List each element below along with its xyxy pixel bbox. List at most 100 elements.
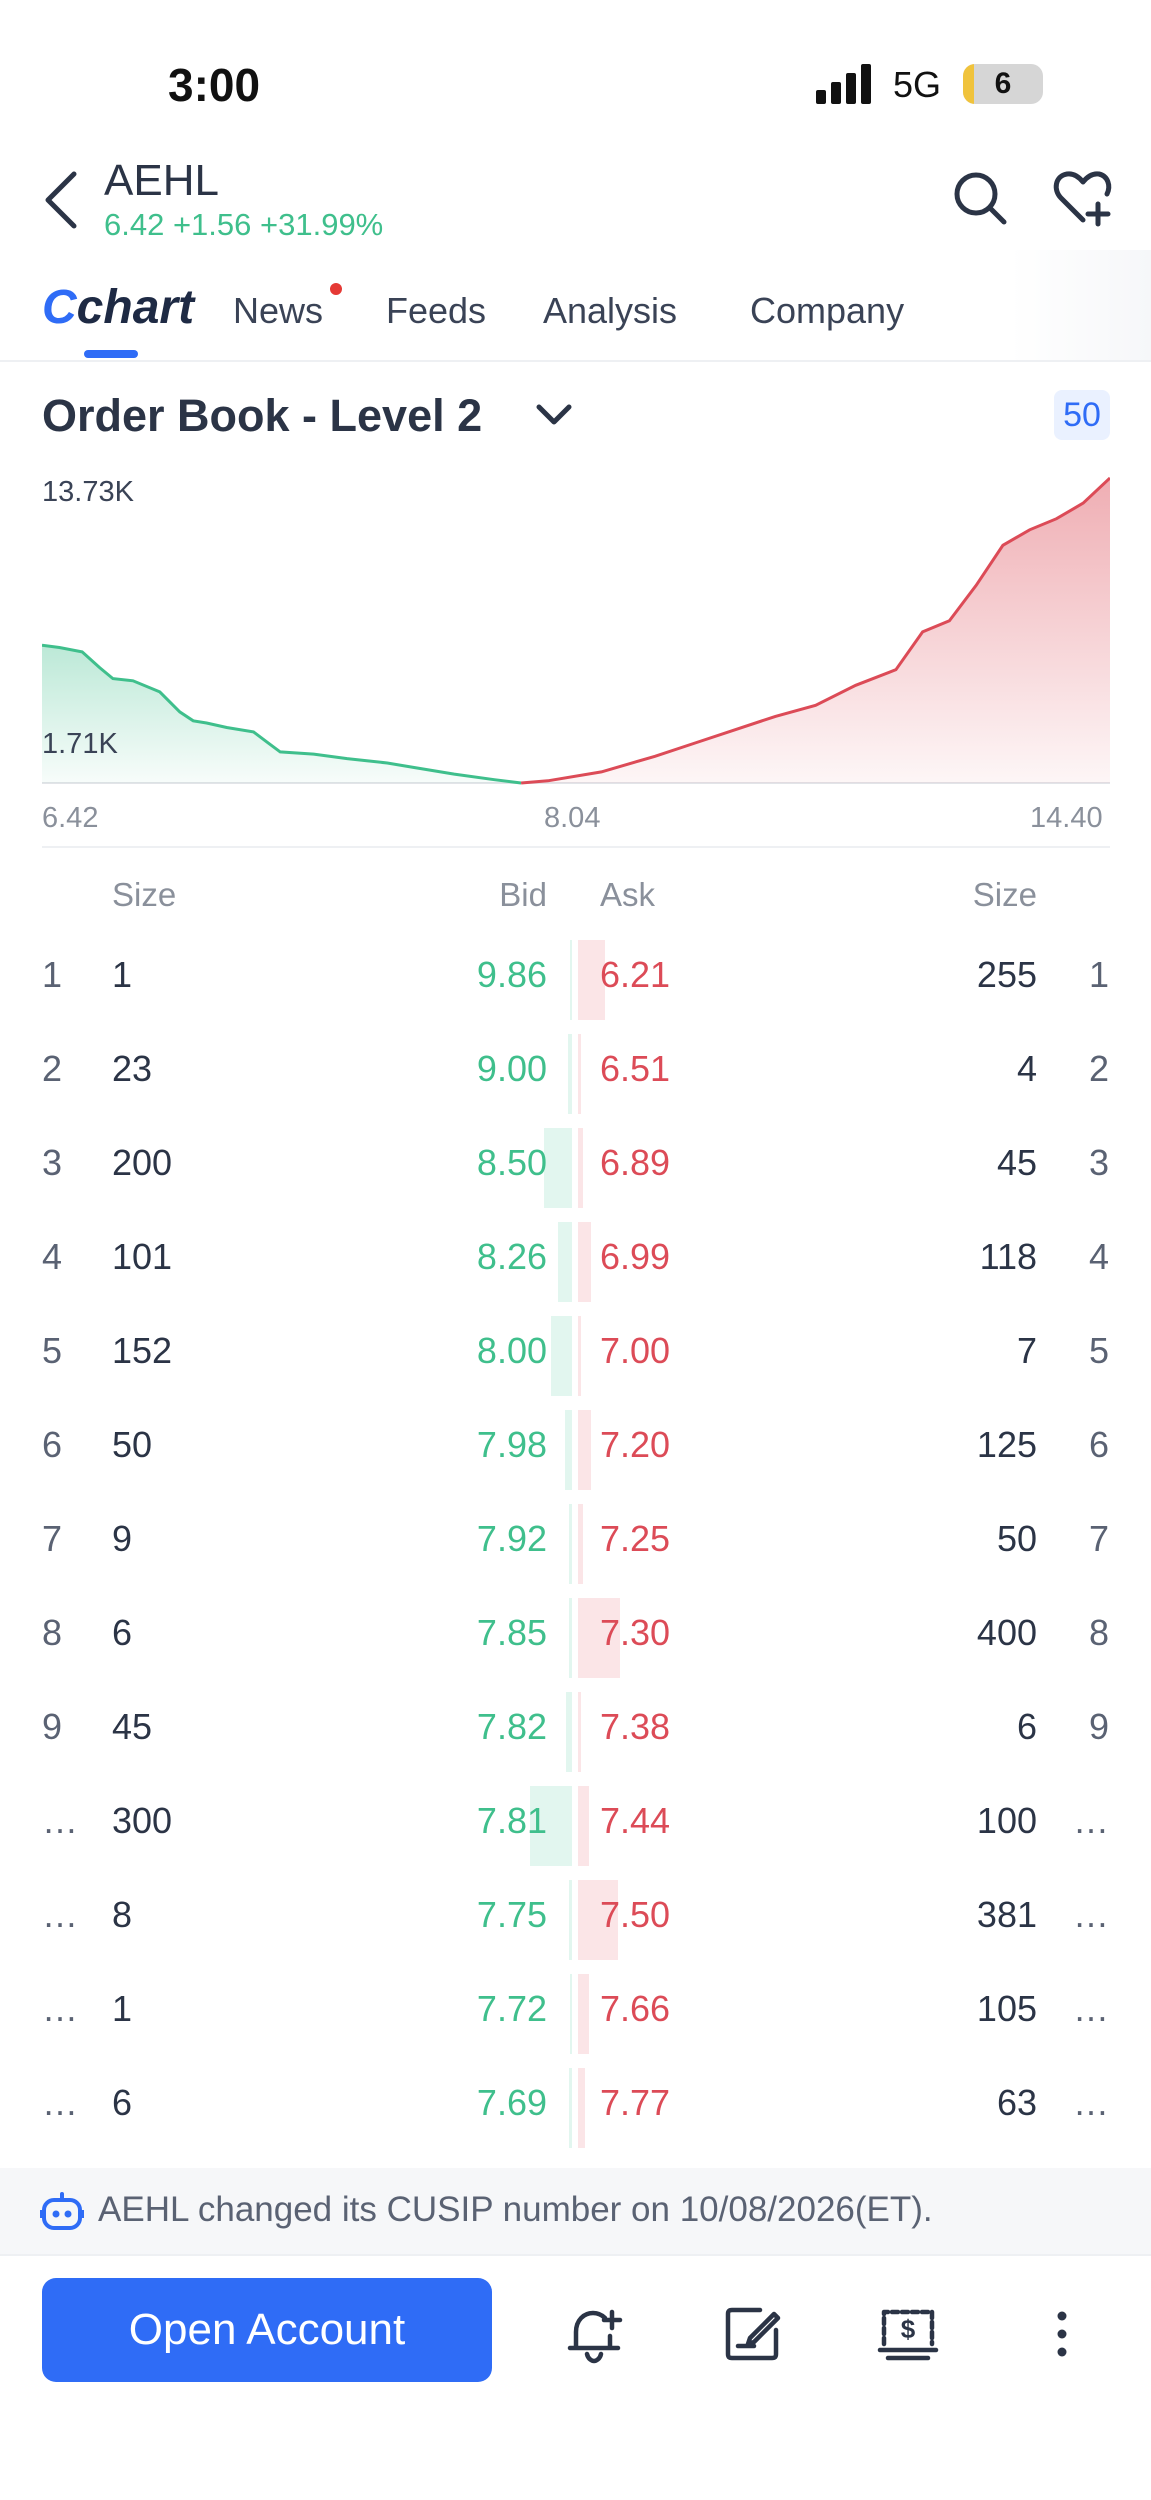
- divider: [42, 846, 1110, 848]
- chart-x-tick-mid: 8.04: [544, 802, 601, 834]
- tab-analysis[interactable]: Analysis: [543, 290, 678, 331]
- more-vertical-icon[interactable]: [1030, 2302, 1094, 2366]
- depth-chart: [42, 476, 1110, 785]
- ask-level: …: [1073, 1988, 1109, 2029]
- ask-size-bar: [578, 1786, 589, 1866]
- table-row[interactable]: 3 200 8.50 6.89 45 3: [0, 1118, 1151, 1212]
- bid-size: 6: [112, 1612, 133, 1653]
- table-row[interactable]: 1 1 9.86 6.21 255 1: [0, 930, 1151, 1024]
- bid-price: 7.85: [476, 1612, 547, 1653]
- bid-depth-line: [42, 643, 522, 785]
- tab-news[interactable]: News: [233, 290, 324, 331]
- bid-level: 8: [42, 1612, 63, 1653]
- table-row[interactable]: 2 23 9.00 6.51 4 2: [0, 1024, 1151, 1118]
- order-book-title[interactable]: Order Book - Level 2: [42, 390, 483, 441]
- ask-size-bar: [578, 940, 605, 1020]
- bid-size-bar: [530, 1786, 572, 1866]
- bid-level: 3: [42, 1142, 63, 1183]
- news-unread-dot: [330, 283, 342, 295]
- bid-price: 7.98: [476, 1424, 547, 1465]
- bid-size: 6: [112, 2082, 133, 2123]
- bid-size: 200: [112, 1142, 173, 1183]
- ask-size: 45: [996, 1142, 1037, 1183]
- ask-size-bar: [578, 1598, 620, 1678]
- table-row[interactable]: 4 101 8.26 6.99 118 4: [0, 1212, 1151, 1306]
- bid-size: 23: [112, 1048, 153, 1089]
- table-row[interactable]: 7 9 7.92 7.25 50 7: [0, 1494, 1151, 1588]
- depth-selector[interactable]: 50: [1054, 390, 1110, 440]
- bid-size: 152: [112, 1330, 173, 1371]
- network-type: 5G: [893, 64, 942, 105]
- ask-price: 6.51: [600, 1048, 671, 1089]
- ask-level: 6: [1088, 1424, 1109, 1465]
- bid-price: 8.26: [476, 1236, 547, 1277]
- bid-level: 4: [42, 1236, 63, 1277]
- table-row[interactable]: 6 50 7.98 7.20 125 6: [0, 1400, 1151, 1494]
- ask-price: 6.89: [600, 1142, 671, 1183]
- ask-size-bar: [578, 1504, 583, 1584]
- tab-feeds[interactable]: Feeds: [386, 290, 487, 331]
- ask-size-header: Size: [972, 876, 1037, 913]
- bid-level: 5: [42, 1330, 63, 1371]
- note-edit-icon[interactable]: [720, 2302, 784, 2366]
- ask-size-bar: [578, 1880, 618, 1960]
- bid-price: 8.00: [476, 1330, 547, 1371]
- bid-price: 7.81: [476, 1800, 547, 1841]
- bid-level: 2: [42, 1048, 63, 1089]
- bid-size-bar: [569, 1598, 572, 1678]
- robot-icon: [40, 2192, 84, 2230]
- bid-price: 9.00: [476, 1048, 547, 1089]
- heart-plus-icon[interactable]: [1052, 168, 1114, 228]
- ask-size: 100: [976, 1800, 1037, 1841]
- bid-level: …: [42, 1988, 78, 2029]
- table-row[interactable]: … 300 7.81 7.44 100 …: [0, 1776, 1151, 1870]
- bid-price: 8.50: [476, 1142, 547, 1183]
- battery-icon: 6: [963, 64, 1043, 104]
- svg-text:$: $: [901, 2314, 916, 2344]
- ask-price: 7.20: [600, 1424, 671, 1465]
- ask-level: 7: [1088, 1518, 1109, 1559]
- alert-add-icon[interactable]: [562, 2302, 626, 2366]
- trade-cash-icon[interactable]: $: [876, 2302, 940, 2366]
- table-row[interactable]: 9 45 7.82 7.38 6 9: [0, 1682, 1151, 1776]
- ask-size: 255: [976, 954, 1037, 995]
- tab-chart[interactable]: Cchart: [42, 281, 195, 334]
- ask-price: 6.99: [600, 1236, 671, 1277]
- table-row[interactable]: … 6 7.69 7.77 63 …: [0, 2058, 1151, 2152]
- ask-price: 7.77: [600, 2082, 671, 2123]
- tab-bar: Cchart News Feeds Analysis Company: [0, 270, 1151, 362]
- bid-depth-area: [42, 645, 522, 783]
- tab-company[interactable]: Company: [750, 290, 905, 331]
- bid-size: 8: [112, 1894, 133, 1935]
- ask-size: 400: [976, 1612, 1037, 1653]
- bid-size: 9: [112, 1518, 133, 1559]
- back-chevron-icon[interactable]: [40, 168, 84, 232]
- bid-size: 300: [112, 1800, 173, 1841]
- chevron-down-icon[interactable]: [534, 400, 574, 430]
- ask-level: 4: [1088, 1236, 1109, 1277]
- ask-size: 105: [976, 1988, 1037, 2029]
- status-time: 3:00: [168, 59, 261, 111]
- bid-level: …: [42, 2082, 78, 2123]
- ask-depth-area: [521, 478, 1110, 783]
- signal-icon: [816, 64, 871, 104]
- ask-level: 9: [1088, 1706, 1109, 1747]
- table-row[interactable]: 5 152 8.00 7.00 7 5: [0, 1306, 1151, 1400]
- bid-size: 45: [112, 1706, 153, 1747]
- ask-size-bar: [578, 2068, 585, 2148]
- ask-level: 8: [1088, 1612, 1109, 1653]
- ask-size-bar: [578, 1410, 591, 1490]
- ask-header: Ask: [600, 876, 656, 913]
- bid-size: 101: [112, 1236, 173, 1277]
- bid-price: 9.86: [476, 954, 547, 995]
- ask-level: …: [1073, 1800, 1109, 1841]
- table-row[interactable]: … 1 7.72 7.66 105 …: [0, 1964, 1151, 2058]
- table-row[interactable]: … 8 7.75 7.50 381 …: [0, 1870, 1151, 1964]
- ask-size-bar: [578, 1034, 581, 1114]
- bid-size: 1: [112, 1988, 133, 2029]
- open-account-button[interactable]: Open Account: [42, 2278, 492, 2382]
- search-icon[interactable]: [952, 170, 1008, 226]
- bid-price: 7.75: [476, 1894, 547, 1935]
- table-row[interactable]: 8 6 7.85 7.30 400 8: [0, 1588, 1151, 1682]
- cusip-notice[interactable]: AEHL changed its CUSIP number on 10/08/2…: [0, 2168, 1151, 2254]
